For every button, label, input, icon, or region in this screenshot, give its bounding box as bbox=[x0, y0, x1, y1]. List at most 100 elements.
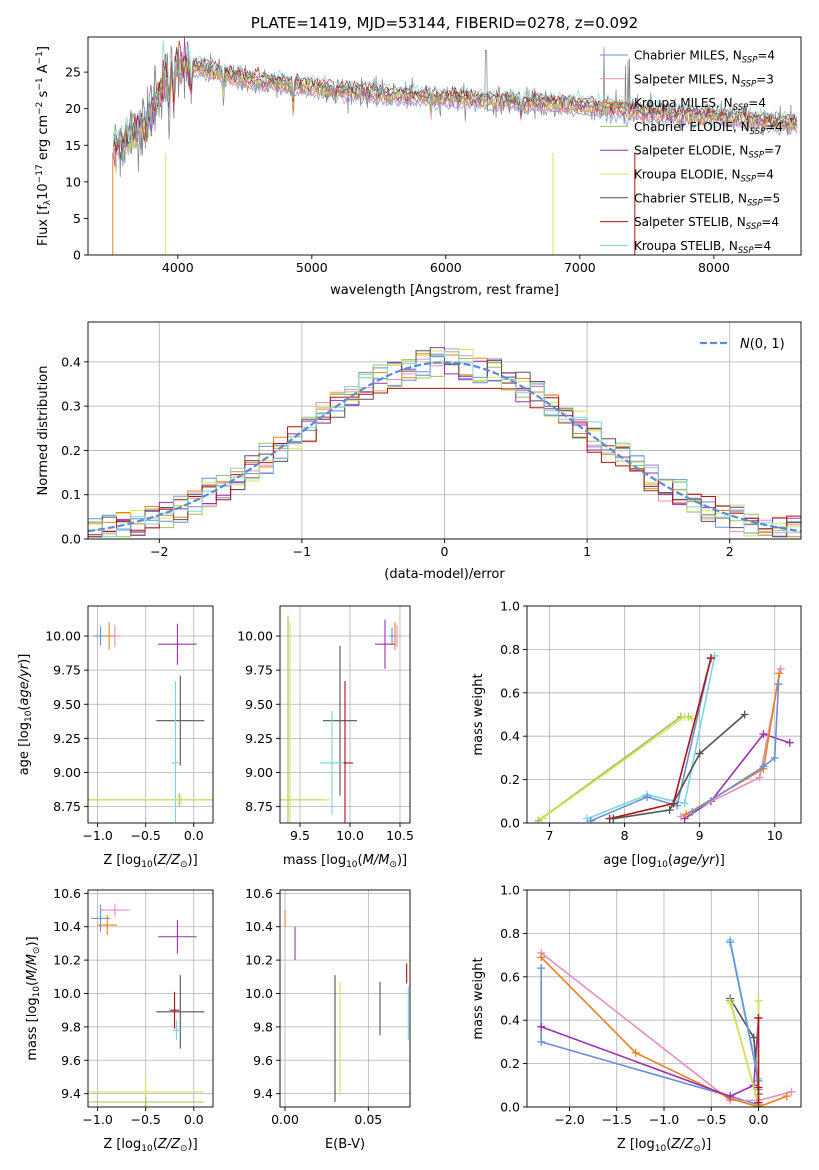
x-tick-label: 0.0 bbox=[184, 1112, 204, 1127]
x-axis-label: (data-model)/error bbox=[384, 567, 505, 582]
x-tick-label: 6000 bbox=[430, 260, 462, 275]
point-2 bbox=[103, 622, 115, 650]
age_vs_Z-marks bbox=[88, 622, 213, 823]
x-tick-label: 4000 bbox=[162, 260, 194, 275]
axes-frame bbox=[87, 36, 802, 256]
model-spectrum-8 bbox=[113, 39, 798, 149]
series-line bbox=[540, 1017, 760, 1098]
x-tick-label: −1.0 bbox=[82, 828, 112, 843]
point-2 bbox=[97, 915, 117, 936]
grid bbox=[88, 606, 213, 823]
y-tick-label: 9.8 bbox=[61, 1019, 81, 1034]
y-tick-label: 9.4 bbox=[253, 1086, 273, 1101]
series-marker bbox=[785, 738, 794, 747]
point-4 bbox=[156, 675, 205, 766]
y-tick-label: 0.8 bbox=[500, 642, 520, 657]
x-tick-label: −1 bbox=[293, 544, 311, 559]
y-tick-label: 0.3 bbox=[61, 399, 81, 414]
x-tick-label: 7 bbox=[546, 828, 554, 843]
series-marker bbox=[754, 1014, 763, 1023]
x-tick-label: −2.0 bbox=[554, 1112, 584, 1127]
y-tick-label: 10.6 bbox=[53, 886, 81, 901]
y-tick-label: 0.0 bbox=[61, 532, 81, 547]
y-tick-label: 10.4 bbox=[53, 919, 81, 934]
y-tick-label: 0.1 bbox=[61, 487, 81, 502]
x-tick-label: 8000 bbox=[698, 260, 730, 275]
series-marker bbox=[749, 1033, 758, 1042]
x-tick-label: 1 bbox=[583, 544, 591, 559]
series-marker bbox=[782, 1092, 791, 1101]
y-axis-label: Normed distribution bbox=[36, 366, 51, 496]
weight_vs_Z-marks bbox=[537, 935, 796, 1107]
point-6 bbox=[172, 1020, 181, 1041]
y-axis-label: age [log10(age/yr)] bbox=[17, 654, 34, 776]
y-tick-label: 9.6 bbox=[253, 1053, 273, 1068]
series-marker bbox=[586, 816, 595, 823]
series-marker bbox=[537, 1022, 546, 1031]
x-axis-label: wavelength [Angstrom, rest frame] bbox=[330, 283, 559, 298]
y-tick-label: 25 bbox=[65, 65, 81, 80]
series-line bbox=[684, 733, 790, 820]
point-6 bbox=[320, 711, 344, 815]
x-tick-label: 10.0 bbox=[336, 828, 364, 843]
axes-frame bbox=[279, 889, 411, 1108]
x-tick-label: −2 bbox=[150, 544, 168, 559]
legend-label: Kroupa ELODIE, NSSP=4 bbox=[634, 168, 774, 185]
y-tick-label: 10.0 bbox=[245, 986, 273, 1001]
x-tick-label: 5000 bbox=[296, 260, 328, 275]
point-4 bbox=[156, 975, 205, 1049]
series-marker bbox=[787, 1087, 796, 1096]
x-tick-label: −1.0 bbox=[82, 1112, 112, 1127]
series-line bbox=[613, 713, 746, 820]
point-3 bbox=[158, 920, 197, 954]
model-spectrum-0 bbox=[113, 54, 798, 167]
x-tick-label: 10.5 bbox=[386, 828, 414, 843]
x-tick-label: −1.0 bbox=[649, 1112, 679, 1127]
x-tick-label: 0.05 bbox=[354, 1112, 382, 1127]
y-tick-label: 10.0 bbox=[53, 986, 81, 1001]
residuals-marks bbox=[88, 347, 801, 538]
y-tick-label: 9.25 bbox=[245, 731, 273, 746]
normal-curve bbox=[88, 361, 801, 533]
legend: N(0, 1) bbox=[700, 337, 785, 352]
legend-label: Salpeter ELODIE, NSSP=7 bbox=[634, 144, 782, 161]
series-marker bbox=[680, 799, 689, 808]
series-marker bbox=[740, 710, 749, 719]
point-1 bbox=[100, 903, 130, 917]
plot-area bbox=[88, 890, 213, 1107]
point-8 bbox=[280, 622, 330, 823]
y-tick-label: 10.2 bbox=[53, 953, 81, 968]
y-tick-label: 0.6 bbox=[500, 969, 520, 984]
mass_vs_EBV-marks bbox=[284, 910, 409, 1102]
y-tick-label: 10.00 bbox=[237, 629, 273, 644]
y-tick-label: 0 bbox=[73, 248, 81, 263]
x-tick-label: 0.00 bbox=[271, 1112, 299, 1127]
series-marker bbox=[776, 664, 785, 673]
y-tick-label: 10.2 bbox=[245, 953, 273, 968]
series-marker bbox=[609, 814, 618, 823]
y-tick-label: 0.2 bbox=[500, 1056, 520, 1071]
y-tick-label: 10.00 bbox=[45, 629, 81, 644]
y-axis-label: Flux [fλ10−17 erg cm−2 s−1 A−1] bbox=[35, 46, 53, 246]
point-4 bbox=[323, 645, 357, 796]
y-tick-label: 15 bbox=[65, 138, 81, 153]
plot-area bbox=[280, 890, 410, 1107]
y-tick-label: 9.4 bbox=[61, 1086, 81, 1101]
series-line bbox=[691, 684, 780, 813]
residuals-axes: −2 −1 0 1 2 0.0 0.1 0.2 0.3 0.4 (data-model)/error… bbox=[36, 321, 802, 582]
y-tick-label: 9.25 bbox=[53, 731, 81, 746]
series-line bbox=[540, 952, 792, 1102]
x-axis-label: Z [log10(Z/Z⊙)] bbox=[103, 853, 197, 870]
grid bbox=[88, 890, 213, 1107]
y-tick-label: 1.0 bbox=[500, 599, 520, 614]
series-marker bbox=[682, 810, 691, 819]
plot-area bbox=[527, 606, 801, 823]
y-tick-label: 8.75 bbox=[53, 799, 81, 814]
weight_vs_Z-axes: −2.0 −1.5 −1.0 −0.5 0.0 0.0 0.2 0.4 0.6 0.8 1.0 mas… bbox=[471, 883, 802, 1154]
series-marker bbox=[754, 1083, 763, 1092]
series-marker bbox=[706, 654, 715, 663]
series-marker bbox=[695, 749, 704, 758]
y-tick-label: 9.6 bbox=[61, 1053, 81, 1068]
axes-frame bbox=[279, 605, 411, 824]
